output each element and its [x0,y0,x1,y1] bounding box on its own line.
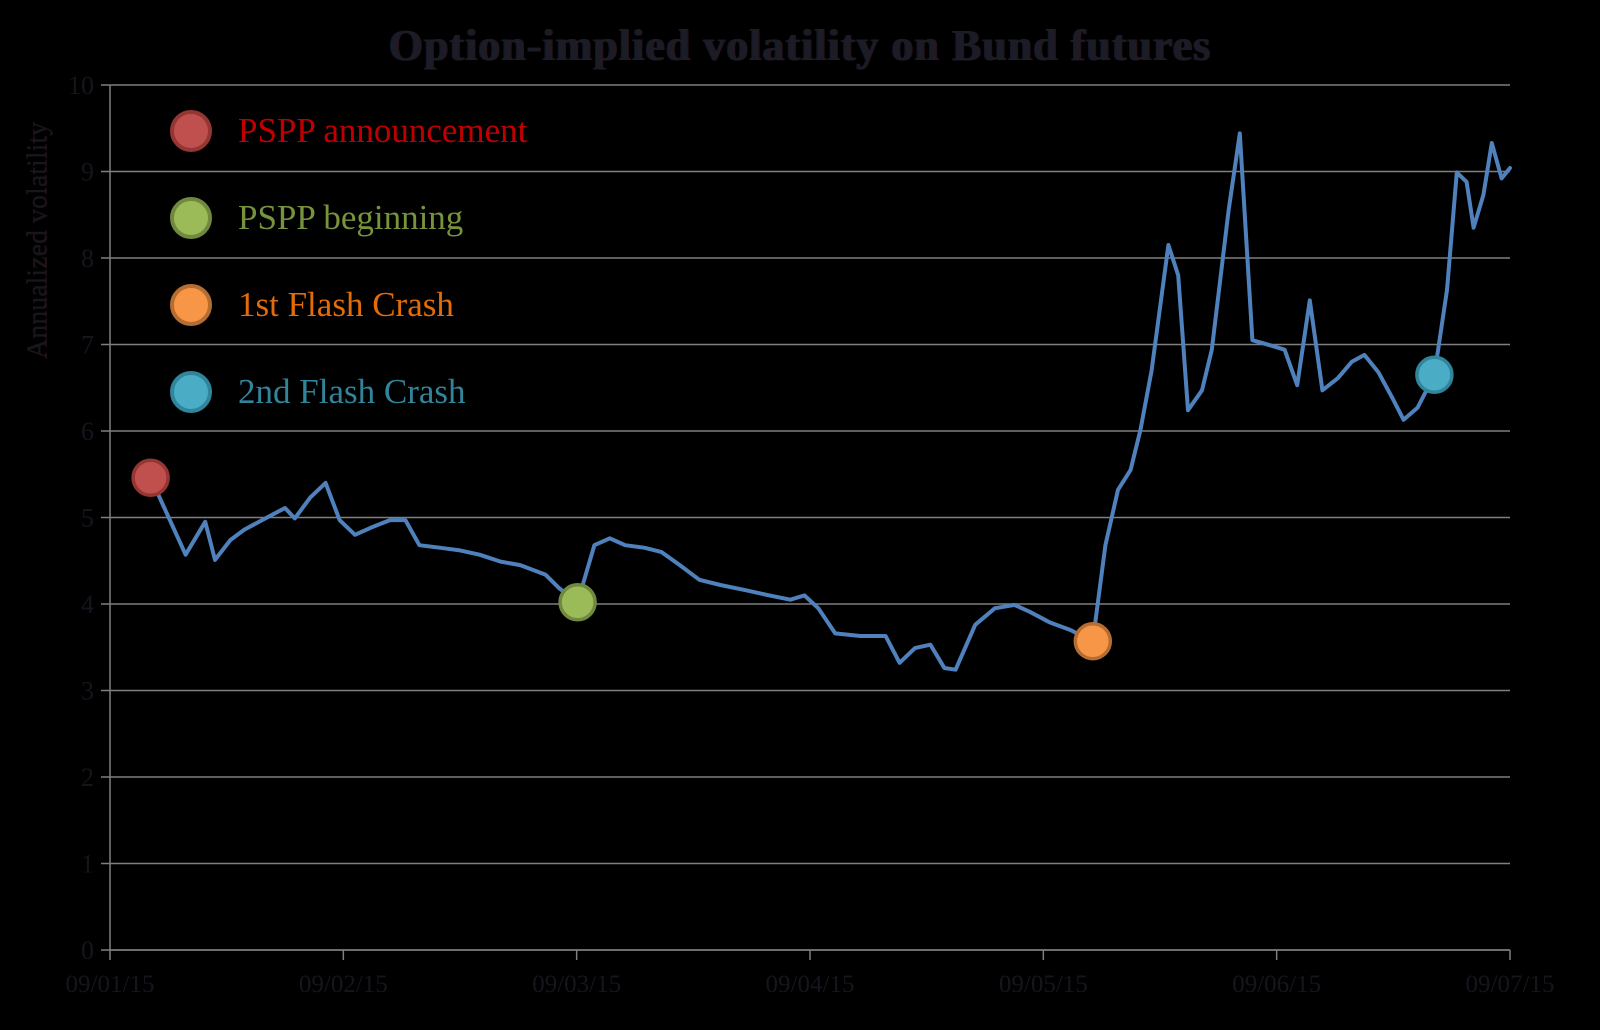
pspp-beginning-legend-icon [170,197,212,239]
x-tick-label: 09/06/15 [1232,971,1321,998]
pspp-announcement-legend-icon [170,110,212,152]
legend-item-pspp-announcement: PSPP announcement [170,104,527,158]
y-tick-label: 3 [81,677,94,706]
y-axis-title: Annualized volatility [22,121,53,359]
second-flash-crash-marker [1415,355,1454,395]
x-tick-label: 09/03/15 [532,971,621,998]
pspp-announcement-marker [131,458,170,497]
legend-label-pspp-announcement: PSPP announcement [238,111,528,150]
x-tick-label: 09/05/15 [999,971,1088,998]
legend-item-first-flash-crash: 1st Flash Crash [170,278,527,332]
y-tick-label: 1 [81,850,94,879]
chart-title: Option-implied volatility on Bund future… [388,21,1212,70]
y-tick-label: 8 [81,244,94,273]
legend-label-second-flash-crash: 2nd Flash Crash [238,372,466,411]
y-tick-label: 5 [81,504,94,533]
x-tick-label: 09/04/15 [766,971,855,998]
pspp-beginning-marker [558,583,597,622]
y-tick-label: 9 [81,158,94,187]
legend-label-pspp-beginning: PSPP beginning [238,198,464,237]
x-tick-label: 09/01/15 [66,971,155,998]
y-tick-label: 6 [81,417,94,446]
first-flash-crash-legend-icon [170,284,212,326]
y-tick-label: 7 [81,331,94,360]
volatility-line [148,131,1512,672]
second-flash-crash-legend-icon [170,371,212,413]
y-tick-label: 10 [68,71,94,100]
legend-item-second-flash-crash: 2nd Flash Crash [170,365,527,419]
x-tick-label: 09/07/15 [1466,971,1555,998]
first-flash-crash-marker [1073,621,1113,661]
legend-label-first-flash-crash: 1st Flash Crash [238,285,454,324]
legend-item-pspp-beginning: PSPP beginning [170,191,527,245]
y-tick-label: 0 [81,936,94,965]
legend: PSPP announcement PSPP beginning 1st Fla… [170,104,527,452]
y-tick-label: 2 [81,763,94,792]
x-tick-label: 09/02/15 [299,971,388,998]
y-tick-label: 4 [81,590,94,619]
